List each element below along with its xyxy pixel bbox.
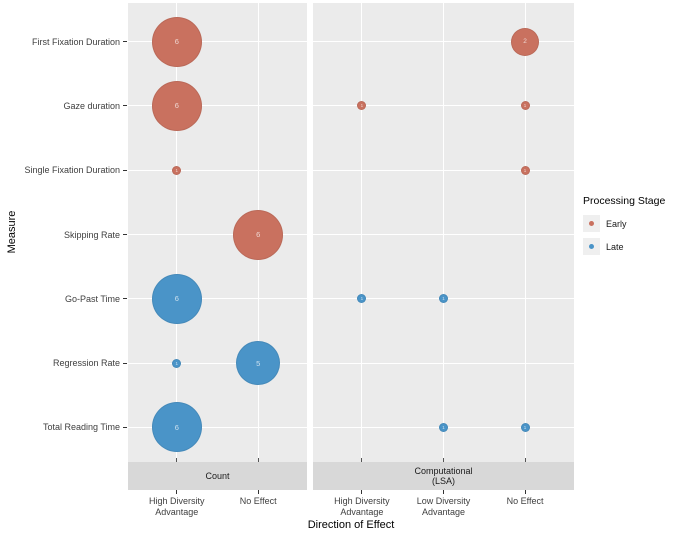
x-tick-mark	[443, 490, 444, 494]
legend: Processing Stage Early Late	[583, 195, 683, 260]
gridline-vertical	[176, 3, 178, 462]
data-bubble: 1	[439, 422, 448, 432]
gridline-horizontal	[128, 234, 307, 235]
gridline-horizontal	[128, 426, 307, 428]
gridline-horizontal	[128, 362, 307, 364]
legend-entry: Late	[583, 237, 683, 256]
x-tick-label: Low Diversity Advantage	[416, 496, 471, 517]
y-tick-label: Regression Rate	[52, 358, 120, 369]
y-tick-mark	[123, 41, 127, 43]
data-bubble: 1	[520, 422, 530, 432]
x-tick-label: High Diversity Advantage	[334, 496, 390, 517]
facet-strip: Computational (LSA)	[313, 462, 574, 490]
x-tick-label: No Effect	[239, 496, 277, 506]
data-bubble: 1	[520, 165, 530, 175]
legend-key	[583, 238, 600, 255]
data-bubble: 1	[520, 101, 530, 111]
facet-strip: Count	[128, 462, 307, 490]
x-tick-mark	[361, 490, 363, 494]
legend-dot-icon	[589, 244, 594, 249]
data-bubble: 2	[511, 27, 540, 56]
x-tick-mark-upper	[524, 458, 526, 462]
x-tick-mark-upper	[443, 458, 444, 462]
x-tick-label: No Effect	[506, 496, 544, 506]
x-tick-mark	[257, 490, 259, 494]
x-tick-mark-upper	[257, 458, 259, 462]
x-tick-mark-upper	[176, 458, 178, 462]
x-tick-mark	[176, 490, 178, 494]
y-tick-label: Go-Past Time	[64, 293, 120, 304]
gridline-vertical	[361, 3, 363, 462]
y-tick-label: Single Fixation Duration	[24, 165, 120, 176]
legend-key	[583, 215, 600, 232]
legend-entry-label: Early	[606, 218, 627, 229]
y-tick-label: Skipping Rate	[63, 229, 120, 240]
y-tick-mark	[123, 234, 127, 235]
legend-entry-label: Late	[606, 241, 624, 252]
x-tick-mark	[524, 490, 526, 494]
legend-entries: Early Late	[583, 214, 683, 256]
data-bubble: 1	[357, 294, 367, 304]
data-bubble: 6	[151, 16, 202, 67]
gridline-vertical	[443, 3, 444, 462]
y-tick-mark	[123, 169, 127, 171]
data-bubble: 1	[357, 101, 367, 111]
y-tick-label: First Fixation Duration	[31, 36, 120, 47]
data-bubble: 5	[236, 341, 281, 386]
gridline-horizontal	[128, 298, 307, 300]
data-bubble: 6	[233, 209, 284, 260]
facet-panel: 2 1 1 1 1 1 1 1	[313, 3, 574, 462]
legend-title: Processing Stage	[583, 195, 666, 207]
data-bubble: 6	[151, 273, 202, 324]
gridline-horizontal	[128, 169, 307, 171]
x-axis-title: Direction of Effect	[307, 519, 395, 531]
y-tick-label: Total Reading Time	[42, 422, 120, 433]
gridline-horizontal	[128, 105, 307, 107]
y-tick-mark	[123, 426, 127, 428]
data-bubble: 1	[172, 165, 182, 175]
data-bubble: 1	[439, 294, 448, 304]
legend-entry: Early	[583, 214, 683, 233]
y-tick-mark	[123, 298, 127, 300]
gridline-vertical	[524, 3, 526, 462]
legend-dot-icon	[589, 221, 594, 226]
y-tick-label: Gaze duration	[63, 100, 120, 111]
gridline-horizontal	[128, 41, 307, 43]
data-bubble: 6	[151, 80, 202, 131]
data-bubble: 6	[151, 402, 202, 453]
data-bubble: 1	[172, 358, 182, 368]
x-tick-mark-upper	[361, 458, 363, 462]
y-tick-mark	[123, 105, 127, 107]
x-tick-label: High Diversity Advantage	[149, 496, 205, 517]
y-tick-mark	[123, 362, 127, 364]
